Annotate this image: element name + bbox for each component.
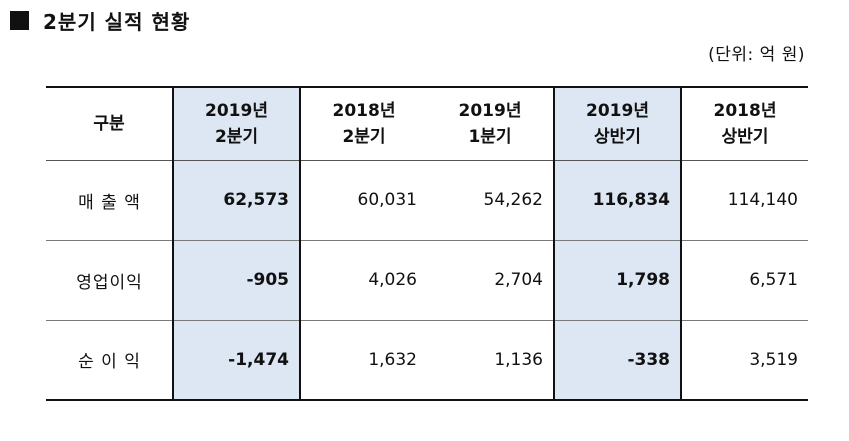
column-header-2019-q2: 2019년 2분기 xyxy=(172,86,301,161)
column-header-year: 2019년 xyxy=(586,100,649,121)
table-cell: 60,031 xyxy=(300,159,427,241)
row-label: 영업이익 xyxy=(46,239,173,321)
table-cell: 6,571 xyxy=(681,239,808,321)
section-heading: 2분기 실적 현황 xyxy=(10,4,190,36)
row-label: 매 출 액 xyxy=(46,159,173,241)
table-cell: 114,140 xyxy=(681,159,808,241)
table-row-operating-profit: 영업이익 -905 4,026 2,704 1,798 6,571 xyxy=(46,239,808,321)
table-cell: 1,632 xyxy=(300,319,427,401)
corner-header: 구분 xyxy=(46,86,173,161)
table-cell: -1,474 xyxy=(172,319,301,401)
table-cell: 116,834 xyxy=(553,159,682,241)
column-header-period: 2분기 xyxy=(214,126,259,147)
table-cell: 3,519 xyxy=(681,319,808,401)
square-bullet-icon xyxy=(10,10,29,30)
column-header-year: 2019년 xyxy=(205,100,268,121)
table-row-net-income: 순 이 익 -1,474 1,632 1,136 -338 3,519 xyxy=(46,319,808,401)
column-header-period: 상반기 xyxy=(594,126,641,147)
table-row-revenue: 매 출 액 62,573 60,031 54,262 116,834 114,1… xyxy=(46,159,808,241)
table-cell: -905 xyxy=(172,239,301,321)
table-cell: 1,136 xyxy=(427,319,554,401)
column-header-2018-h1: 2018년 상반기 xyxy=(681,86,808,161)
table-cell: -338 xyxy=(553,319,682,401)
performance-table: 구분 2019년 2분기 2018년 2분기 2019년 1분기 2019년 상… xyxy=(46,86,808,401)
table-cell: 62,573 xyxy=(172,159,301,241)
column-header-2018-q2: 2018년 2분기 xyxy=(300,86,427,161)
column-header-period: 1분기 xyxy=(468,126,512,147)
row-label: 순 이 익 xyxy=(46,319,173,401)
column-header-2019-q1: 2019년 1분기 xyxy=(427,86,554,161)
column-header-year: 2018년 xyxy=(713,100,777,121)
column-header-2019-h1: 2019년 상반기 xyxy=(553,86,682,161)
table-cell: 54,262 xyxy=(427,159,554,241)
unit-note: (단위: 억 원) xyxy=(708,45,805,65)
column-header-year: 2019년 xyxy=(458,100,522,121)
column-header-year: 2018년 xyxy=(332,100,396,121)
column-header-period: 2분기 xyxy=(342,126,386,147)
table-cell: 2,704 xyxy=(427,239,554,321)
table-cell: 1,798 xyxy=(553,239,682,321)
table-cell: 4,026 xyxy=(300,239,427,321)
column-header-period: 상반기 xyxy=(721,126,769,147)
section-title: 2분기 실적 현황 xyxy=(43,9,191,34)
header-row: 구분 2019년 2분기 2018년 2분기 2019년 1분기 2019년 상… xyxy=(46,86,808,161)
